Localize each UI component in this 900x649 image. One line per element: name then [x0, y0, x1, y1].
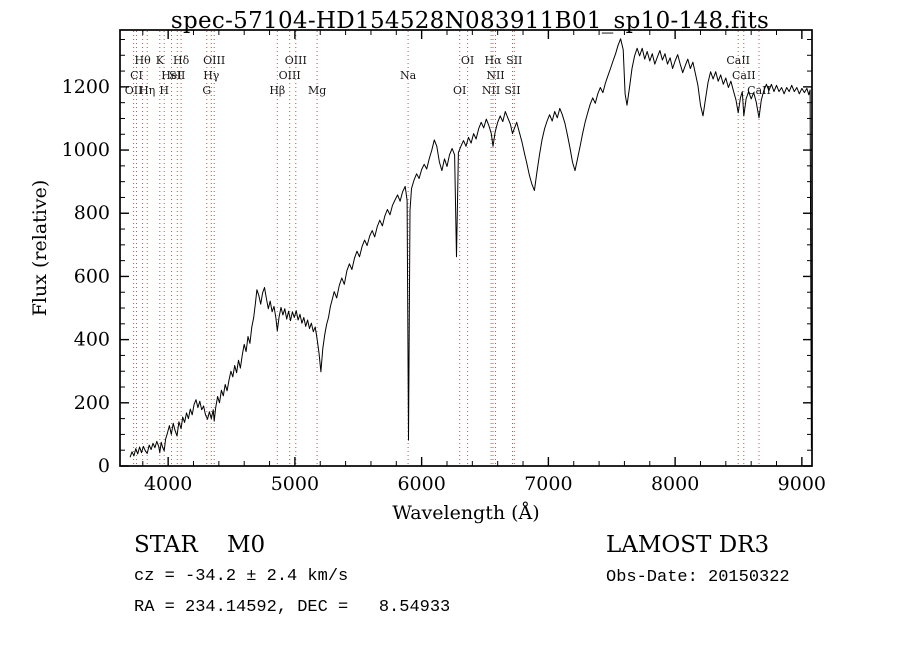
plot-title: spec-57104-HD154528N083911B01_sp10-148.f…: [170, 8, 770, 34]
object-class-label: STAR M0: [134, 532, 266, 558]
ra-dec-value: RA = 234.14592, DEC = 8.54933: [134, 598, 451, 617]
y-tick-label: 1000: [62, 139, 110, 161]
spectral-line-label: OIII: [285, 54, 307, 67]
spectral-line-label: G: [202, 84, 211, 97]
spectral-line-label: Na: [400, 69, 417, 82]
spectral-line-label: Hα: [484, 54, 502, 67]
y-tick-label: 200: [74, 392, 110, 414]
x-tick-label: 4000: [144, 473, 192, 495]
y-axis-label: Flux (relative): [29, 180, 51, 317]
spectral-line-label: OI: [461, 54, 474, 67]
spectral-line-label: K: [156, 54, 165, 67]
spectral-line-label: H: [159, 84, 169, 97]
spectral-line-label: Hβ: [269, 84, 285, 97]
survey-label: LAMOST DR3: [606, 532, 770, 558]
y-tick-label: 600: [74, 265, 110, 287]
plot-frame: [119, 29, 813, 467]
cz-value: cz = -34.2 ± 2.4 km/s: [134, 567, 349, 586]
y-tick-label: 0: [98, 455, 110, 477]
spectral-line-label: OII: [125, 84, 143, 97]
spectral-line-label: CI: [130, 69, 143, 82]
x-tick-label: 5000: [271, 473, 319, 495]
x-axis-label: Wavelength (Å): [392, 502, 539, 524]
spectral-line-label: Hθ: [134, 54, 151, 67]
spectral-line-label: CaII: [732, 69, 756, 82]
x-tick-label: 7000: [524, 473, 572, 495]
y-tick-label: 400: [74, 329, 110, 351]
spectral-line-label: NII: [486, 69, 504, 82]
spectral-line-label: CaII: [726, 54, 750, 67]
spectral-line-label: SII: [169, 69, 185, 82]
spectral-line-label: OIII: [279, 69, 301, 82]
spectral-line-label: Hδ: [173, 54, 190, 67]
spectral-line-label: SII: [506, 54, 522, 67]
spectral-line-label: Hη: [139, 84, 155, 97]
y-tick-label: 800: [74, 202, 110, 224]
spectral-line-label: SII: [504, 84, 520, 97]
spectral-line-label: OI: [453, 84, 466, 97]
y-tick-label: 1200: [62, 76, 110, 98]
spectral-line-label: Hγ: [203, 69, 220, 82]
x-tick-label: 9000: [778, 473, 826, 495]
spectral-line-label: Mg: [308, 84, 326, 97]
x-tick-label: 6000: [397, 473, 445, 495]
spectral-line-label: HeI: [161, 69, 181, 82]
obs-date: Obs-Date: 20150322: [606, 568, 790, 587]
spectral-line-label: NII: [482, 84, 500, 97]
spectral-line-label: OIII: [203, 54, 225, 67]
x-tick-label: 8000: [651, 473, 699, 495]
spectrum-trace: [129, 38, 812, 458]
